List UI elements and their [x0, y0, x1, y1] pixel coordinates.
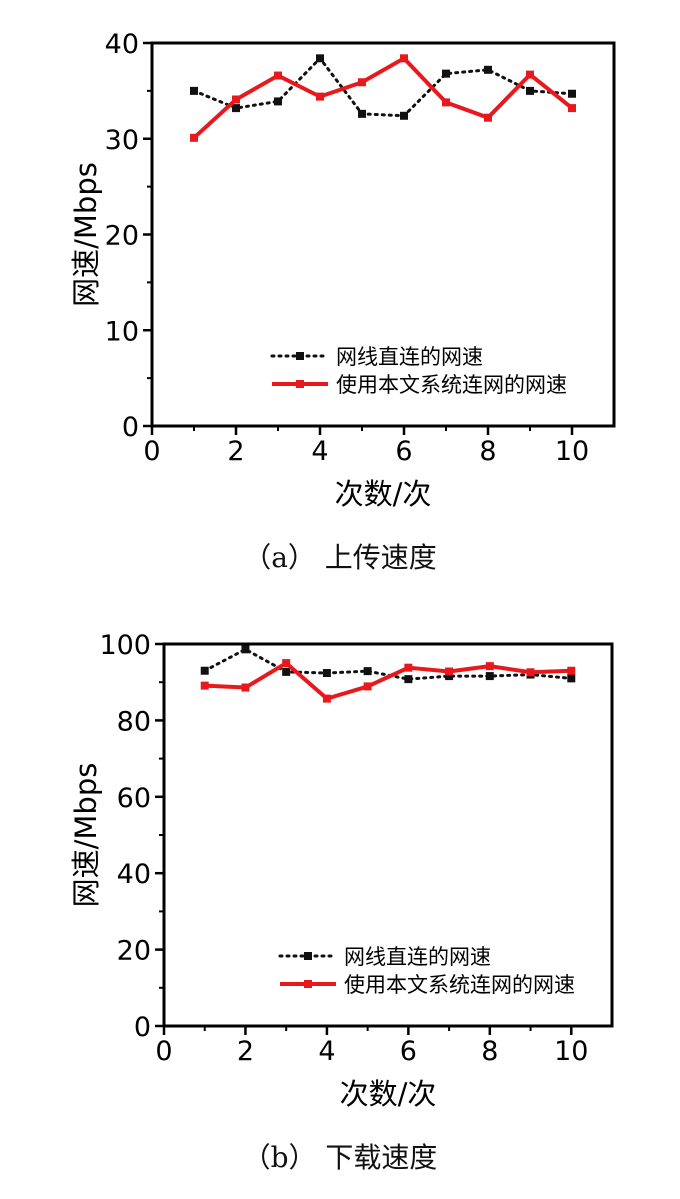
series-2-point	[568, 104, 576, 113]
x-tick-label: 2	[227, 436, 244, 467]
x-tick-label: 4	[318, 1036, 335, 1067]
series-2-point	[241, 683, 250, 692]
y-tick-label: 0	[122, 412, 139, 443]
series-2-point	[404, 663, 413, 672]
y-tick-label: 100	[99, 630, 151, 661]
legend-label-1: 网线直连的网速	[336, 345, 483, 369]
series-2-point	[232, 95, 240, 104]
x-tick-label: 6	[400, 1036, 417, 1067]
x-tick-label: 4	[311, 436, 328, 467]
caption-download: （b） 下载速度	[242, 1141, 438, 1174]
legend-marker-1	[304, 952, 312, 960]
series-2-point	[442, 98, 450, 107]
series-2-point	[316, 92, 324, 101]
x-tick-label: 6	[395, 436, 412, 467]
series-2-point	[200, 681, 209, 690]
y-tick-label: 20	[117, 936, 151, 967]
x-tick-label: 10	[554, 1036, 588, 1067]
y-axis-title: 网速/Mbps	[69, 162, 103, 307]
y-tick-label: 30	[105, 125, 139, 156]
series-1-point	[442, 69, 450, 78]
series-line-2	[204, 661, 572, 701]
series-1-point	[358, 109, 366, 118]
series-line-1	[203, 647, 573, 681]
x-axis-title: 次数/次	[340, 1077, 437, 1111]
x-tick-label: 10	[555, 436, 589, 467]
upload-chart-figure: 0 2 4 6 8 10 0 10 20 30 40 次数/次 网速/Mbps 网线直连的网速使用本文系统…	[0, 0, 680, 590]
legend-marker-1	[296, 352, 304, 360]
y-axis-title: 网速/Mbps	[69, 763, 103, 908]
y-tick-label: 60	[117, 783, 151, 814]
x-tick-label: 8	[479, 436, 496, 467]
x-tick-label: 0	[143, 436, 160, 467]
series-2-point	[400, 54, 408, 63]
legend-marker-2	[296, 380, 304, 388]
series-1-point	[526, 86, 534, 95]
series-1-point	[200, 666, 209, 675]
series-1-point	[363, 667, 372, 676]
series-2-point	[567, 666, 576, 675]
series-2-point	[485, 662, 494, 671]
series-line-1	[192, 56, 574, 118]
y-tick-label: 40	[105, 29, 139, 60]
x-tick-label: 0	[155, 1036, 172, 1067]
series-2-point	[526, 668, 535, 677]
series-2-point	[445, 667, 454, 676]
series-1-point	[484, 65, 492, 74]
series-1-point	[322, 669, 331, 678]
legend-label-2: 使用本文系统连网的网速	[344, 973, 575, 997]
series-1-point	[404, 675, 413, 684]
series-1-point	[567, 674, 576, 683]
series-2-point	[358, 78, 366, 87]
series-1-point	[241, 645, 250, 654]
series-line-2	[192, 56, 574, 140]
x-axis-title: 次数/次	[335, 477, 432, 511]
y-tick-label: 40	[117, 859, 151, 890]
x-tick-label: 8	[481, 1036, 498, 1067]
y-tick-label: 80	[117, 706, 151, 737]
series-1-point	[274, 97, 282, 106]
y-tick-label: 0	[134, 1012, 151, 1043]
series-1-point	[282, 667, 291, 676]
series-2-point	[484, 113, 492, 122]
y-tick-label: 10	[105, 316, 139, 347]
caption-upload: （a） 上传速度	[243, 541, 437, 574]
series-1-point	[400, 111, 408, 120]
legend-marker-2	[304, 980, 312, 988]
legend-label-1: 网线直连的网速	[344, 945, 491, 969]
y-tick-label: 20	[105, 221, 139, 252]
series-1-point	[190, 86, 198, 95]
series-2-point	[190, 133, 198, 142]
series-1-point	[445, 672, 454, 681]
download-chart: 0 2 4 6 8 10020406080100次数/次网速/Mbps网线直连的网速使用本…	[69, 630, 614, 1111]
series-2-point	[322, 694, 331, 703]
download-chart-figure: 0 2 4 6 8 10 0 20 40 60 80 100 次数/次 网速/Mbps 网线直连的网速 使用本…	[0, 600, 680, 1199]
series-1-point	[485, 672, 494, 681]
series-2-point	[363, 682, 372, 691]
x-tick-label: 2	[237, 1036, 254, 1067]
series-1-point	[232, 104, 240, 113]
series-2-point	[526, 70, 534, 79]
series-2-point	[274, 71, 282, 80]
series-1-point	[316, 54, 324, 63]
series-1-point	[568, 89, 576, 98]
legend-label-2: 使用本文系统连网的网速	[336, 373, 567, 397]
series-2-point	[282, 659, 291, 668]
upload-chart: 0 2 4 6 8 10 0 10 20 30 40 次数/次 网速/Mbps 网线直连的网速使用本文系统…	[69, 29, 616, 511]
